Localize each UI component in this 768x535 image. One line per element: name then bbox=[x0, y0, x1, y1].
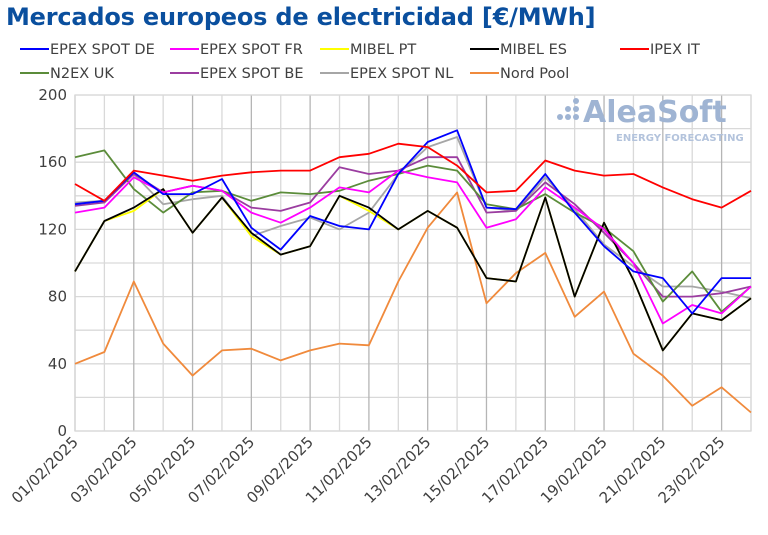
legend-label: EPEX SPOT NL bbox=[350, 66, 453, 82]
watermark-tagline: ENERGY FORECASTING bbox=[616, 133, 744, 144]
aleasoft-watermark: AleaSoft ENERGY FORECASTING bbox=[557, 95, 744, 144]
watermark-brand: AleaSoft bbox=[583, 95, 727, 130]
legend-label: EPEX SPOT FR bbox=[200, 42, 303, 58]
y-tick-label: 200 bbox=[38, 86, 67, 104]
series-line-nord-pool bbox=[74, 191, 752, 414]
legend-label: MIBEL ES bbox=[500, 42, 567, 58]
series-line-ipex-it bbox=[74, 142, 752, 209]
y-tick-label: 120 bbox=[38, 220, 67, 238]
legend-label: N2EX UK bbox=[50, 66, 114, 82]
series-line-epex-spot-nl bbox=[74, 136, 752, 300]
legend-label: EPEX SPOT BE bbox=[200, 66, 304, 82]
legend-label: Nord Pool bbox=[500, 66, 569, 82]
y-tick-label: 160 bbox=[38, 153, 67, 171]
legend-label: EPEX SPOT DE bbox=[50, 42, 155, 58]
series-line-mibel-pt bbox=[74, 188, 752, 352]
legend-label: MIBEL PT bbox=[350, 42, 416, 58]
series-lines bbox=[74, 129, 752, 414]
series-line-epex-spot-de bbox=[74, 129, 751, 315]
plot-border bbox=[74, 94, 752, 432]
legend-label: IPEX IT bbox=[650, 42, 700, 58]
legend: EPEX SPOT DE EPEX SPOT FR MIBEL PT MIBEL ES… bbox=[20, 42, 700, 82]
y-tick-label: 80 bbox=[48, 288, 67, 306]
series-line-n2ex-uk bbox=[74, 149, 752, 313]
series-line-mibel-es bbox=[74, 188, 752, 352]
chart-title: Mercados europeos de electricidad [€/MWh… bbox=[6, 3, 596, 31]
y-tick-label: 40 bbox=[48, 355, 67, 373]
grid bbox=[74, 94, 752, 432]
aleasoft-logo-dots-icon bbox=[557, 98, 579, 120]
y-tick-label: 0 bbox=[57, 422, 67, 440]
